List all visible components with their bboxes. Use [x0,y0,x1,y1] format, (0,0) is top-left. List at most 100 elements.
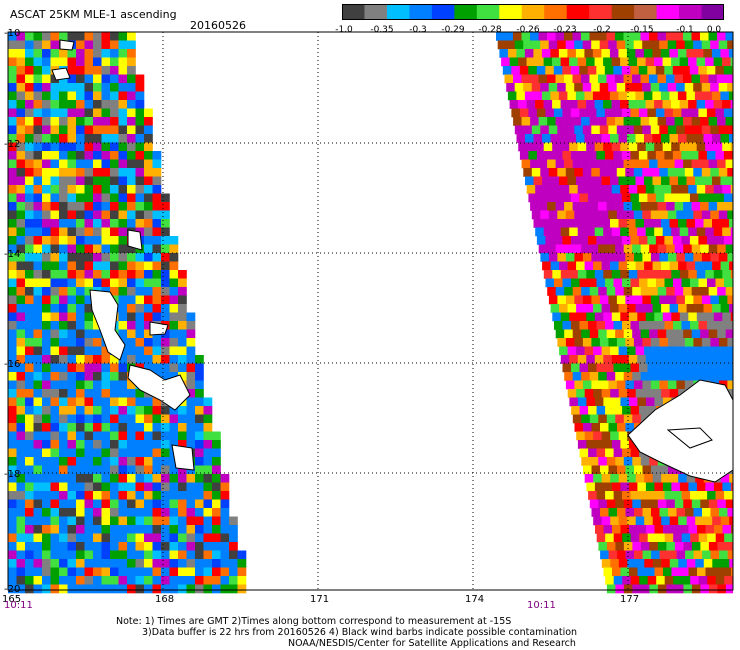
data-cell [118,287,128,296]
data-cell [730,270,734,279]
data-cell [16,176,26,186]
data-cell [661,304,670,313]
data-cell [101,474,111,483]
data-cell [642,465,652,475]
data-cell [599,40,609,50]
data-cell [144,312,153,322]
colorbar-label: -0.15 [630,25,654,35]
data-cell [135,406,145,415]
data-cell [195,355,204,364]
data-cell [683,584,693,594]
data-cell [618,176,628,186]
data-cell [565,295,575,305]
data-cell [42,406,51,415]
data-cell [714,567,723,577]
data-cell [25,159,34,169]
data-cell [76,210,85,220]
data-cell [212,465,221,475]
data-cell [59,389,68,398]
data-cell [25,406,34,415]
data-cell [681,363,691,373]
data-cell [169,508,179,517]
data-cell [560,142,570,152]
data-cell [608,338,618,347]
data-cell [637,567,647,577]
data-cell [593,389,602,398]
data-cell [84,491,94,500]
data-cell [110,491,119,500]
data-cell [76,397,85,407]
data-cell [42,295,51,305]
data-cell [118,236,128,245]
data-cell [676,253,686,262]
data-cell [178,516,187,526]
data-cell [118,380,128,390]
data-cell [144,210,153,220]
data-cell [630,108,640,118]
data-cell [33,380,43,390]
data-cell [609,49,619,58]
data-cell [691,287,701,296]
data-cell [688,312,698,322]
data-cell [649,202,658,211]
data-cell [76,321,85,330]
data-cell [594,397,604,407]
data-cell [618,559,628,568]
data-cell [543,142,553,152]
data-cell [707,278,716,288]
data-cell [118,49,128,58]
data-cell [16,202,26,211]
data-cell [33,100,43,109]
data-cell [630,576,640,585]
data-cell [127,32,136,41]
right-swath-data [496,32,734,594]
data-cell [620,185,629,194]
data-cell [582,253,592,262]
longitude-tick-label: 168 [155,594,174,605]
data-cell [622,491,631,500]
data-cell [212,550,221,560]
data-cell [144,142,153,152]
data-cell [729,134,734,143]
data-cell [615,457,625,466]
data-cell [42,32,51,41]
data-cell [152,508,162,517]
data-cell [42,261,51,271]
data-cell [42,474,51,483]
data-cell [684,380,694,390]
data-cell [662,312,672,322]
data-cell [625,168,635,177]
data-cell [101,100,111,109]
data-cell [101,159,111,169]
data-cell [152,431,162,441]
data-cell [144,321,153,330]
data-cell [127,448,136,458]
data-cell [691,74,701,84]
data-cell [679,57,689,67]
data-cell [161,431,170,441]
data-cell [8,32,17,41]
data-cell [620,440,630,449]
data-cell [178,346,187,356]
data-cell [657,74,667,84]
data-cell [701,40,711,50]
data-cell [574,83,583,92]
data-cell [591,295,601,305]
data-cell [67,448,77,458]
data-cell [135,168,145,177]
data-cell [629,525,638,534]
data-cell [144,244,153,254]
data-cell [8,567,17,577]
data-cell [570,236,580,245]
data-cell [695,134,704,143]
data-cell [59,440,68,449]
data-cell [673,321,682,330]
data-cell [526,185,536,194]
data-cell [628,355,638,364]
data-cell [169,491,179,500]
data-cell [635,219,645,228]
data-cell [33,304,43,313]
data-cell [59,355,68,364]
data-cell [67,431,77,441]
data-cell [127,457,136,466]
